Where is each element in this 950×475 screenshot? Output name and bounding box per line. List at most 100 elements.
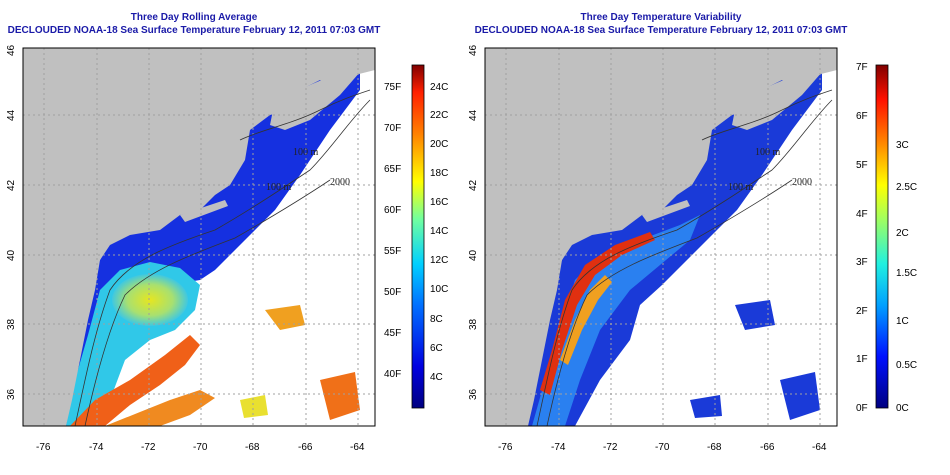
y-tick-label: 36 (468, 388, 479, 400)
y-tick-label: 46 (468, 44, 479, 56)
x-tick-label: -72 (603, 442, 618, 453)
colorbar-c-label: 12C (430, 255, 448, 266)
y-tick-label: 38 (468, 318, 479, 330)
colorbar-c-label: 8C (430, 314, 443, 325)
right-x-axis: -76 -74 -72 -70 -68 -66 -64 (498, 442, 827, 453)
contour-label: 100 m (266, 182, 292, 193)
land-long-island (180, 200, 228, 222)
sst-gulf-stream-2 (105, 390, 215, 426)
right-panel-title: Three Day Temperature Variability (580, 12, 742, 23)
colorbar-f-label: 70F (384, 123, 401, 134)
right-panel-title-block: Three Day Temperature Variability DECLOU… (462, 11, 860, 37)
colorbar-f-label: 50F (384, 287, 401, 298)
x-tick-label: -76 (498, 442, 513, 453)
var-patch-2 (780, 372, 820, 420)
colorbar-f-label: 45F (384, 328, 401, 339)
colorbar-f-label: 55F (384, 246, 401, 257)
colorbar-c-label: 0C (896, 403, 909, 414)
colorbar-c-label: 6C (430, 343, 443, 354)
left-map-frame (22, 47, 376, 427)
colorbar-c-label: 16C (430, 197, 448, 208)
x-tick-label: -70 (193, 442, 208, 453)
colorbar-f-label: 2F (856, 306, 868, 317)
var-mid-region (532, 215, 700, 426)
x-tick-label: -66 (760, 442, 775, 453)
x-tick-label: -70 (655, 442, 670, 453)
y-tick-label: 40 (6, 249, 17, 261)
right-colorbar: 7F 6F 5F 4F 3F 2F 1F 0F 3C 2.5C 2C 1.5C … (856, 62, 917, 414)
colorbar-c-label: 14C (430, 226, 448, 237)
colorbar-c-label: 18C (430, 168, 448, 179)
right-grid (485, 48, 837, 426)
colorbar-c-label: 1C (896, 316, 909, 327)
sst-warm-eddy (112, 274, 188, 326)
land-mainland (23, 48, 375, 426)
land-mainland (485, 48, 837, 426)
contour-label: 100 m (293, 147, 319, 158)
var-high-band-2 (560, 275, 612, 365)
right-map-frame (484, 47, 838, 427)
colorbar-c-label: 10C (430, 284, 448, 295)
colorbar-c-label: 4C (430, 372, 443, 383)
right-colorbar-gradient (875, 64, 889, 409)
left-y-axis: 36 38 40 42 44 46 (6, 44, 17, 400)
colorbar-f-label: 1F (856, 354, 868, 365)
x-tick-label: -72 (141, 442, 156, 453)
left-panel-title: Three Day Rolling Average (130, 12, 258, 23)
left-bathymetry (74, 89, 371, 426)
colorbar-c-label: 3C (896, 140, 909, 151)
y-tick-label: 42 (468, 179, 479, 191)
colorbar-c-label: 0.5C (896, 360, 917, 371)
right-panel-subtitle: DECLOUDED NOAA-18 Sea Surface Temperatur… (474, 25, 848, 36)
colorbar-c-label: 24C (430, 82, 448, 93)
contour-label: 100 m (728, 182, 754, 193)
colorbar-f-label: 4F (856, 209, 868, 220)
left-panel-title-block: Three Day Rolling Average DECLOUDED NOAA… (0, 11, 388, 37)
colorbar-f-label: 60F (384, 205, 401, 216)
colorbar-f-label: 40F (384, 369, 401, 380)
x-tick-label: -68 (245, 442, 260, 453)
contour-label: 2000 (792, 177, 812, 188)
land-long-island (642, 200, 690, 222)
var-patch-3 (690, 395, 722, 418)
colorbar-f-label: 3F (856, 257, 868, 268)
colorbar-c-label: 1.5C (896, 268, 917, 279)
x-tick-label: -64 (812, 442, 827, 453)
colorbar-c-label: 20C (430, 139, 448, 150)
x-tick-label: -64 (350, 442, 365, 453)
colorbar-f-label: 6F (856, 111, 868, 122)
colorbar-c-label: 2.5C (896, 182, 917, 193)
sst-warm-patch-2 (320, 372, 360, 420)
contour-label: 2000 (330, 177, 350, 188)
y-tick-label: 44 (6, 109, 17, 121)
y-tick-label: 40 (468, 249, 479, 261)
x-tick-label: -68 (707, 442, 722, 453)
y-tick-label: 44 (468, 109, 479, 121)
left-grid (23, 48, 375, 426)
sst-gulf-stream (70, 335, 200, 426)
right-y-axis: 36 38 40 42 44 46 (468, 44, 479, 400)
land-nova-scotia (732, 70, 822, 130)
colorbar-f-label: 65F (384, 164, 401, 175)
colorbar-c-label: 22C (430, 110, 448, 121)
y-tick-label: 46 (6, 44, 17, 56)
colorbar-c-label: 2C (896, 228, 909, 239)
land-nova-scotia (270, 70, 360, 130)
y-tick-label: 38 (6, 318, 17, 330)
left-panel-subtitle: DECLOUDED NOAA-18 Sea Surface Temperatur… (7, 25, 381, 36)
y-tick-label: 36 (6, 388, 17, 400)
colorbar-f-label: 7F (856, 62, 868, 73)
left-x-axis: -76 -74 -72 -70 -68 -66 -64 (36, 442, 365, 453)
colorbar-f-label: 75F (384, 82, 401, 93)
colorbar-f-label: 0F (856, 403, 868, 414)
x-tick-label: -74 (551, 442, 566, 453)
right-bathymetry (536, 89, 833, 426)
colorbar-f-label: 5F (856, 160, 868, 171)
contour-label: 100 m (755, 147, 781, 158)
left-map-area: 100 m 100 m 2000 (23, 48, 375, 426)
x-tick-label: -66 (298, 442, 313, 453)
right-map-area: 100 m 100 m 2000 (485, 48, 837, 426)
x-tick-label: -76 (36, 442, 51, 453)
sst-cold-region (60, 55, 360, 426)
x-tick-label: -74 (89, 442, 104, 453)
